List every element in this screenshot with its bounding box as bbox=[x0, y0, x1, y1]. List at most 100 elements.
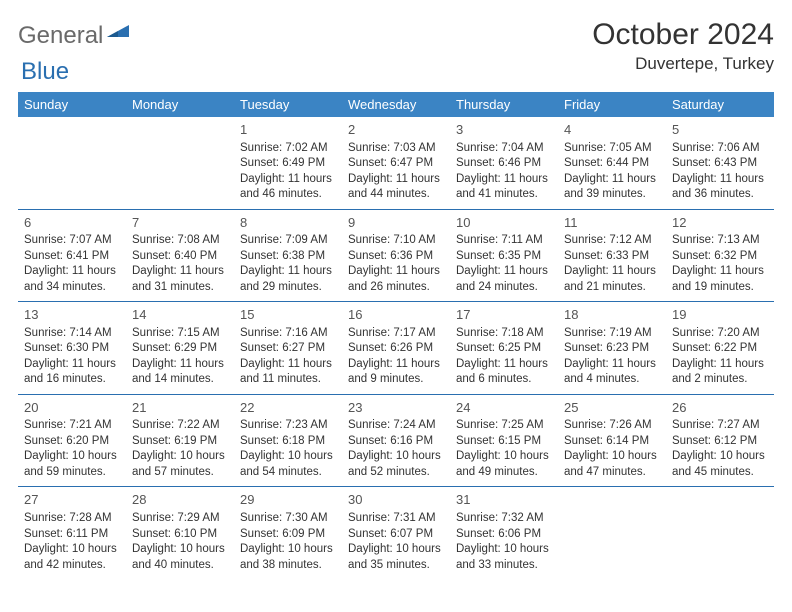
sunset-line: Sunset: 6:36 PM bbox=[348, 249, 444, 265]
daylight-line: Daylight: 10 hours and 35 minutes. bbox=[348, 542, 444, 573]
calendar-body: 1Sunrise: 7:02 AMSunset: 6:49 PMDaylight… bbox=[18, 117, 774, 579]
day-number: 16 bbox=[348, 306, 444, 324]
daylight-line: Daylight: 11 hours and 9 minutes. bbox=[348, 357, 444, 388]
day-number: 27 bbox=[24, 491, 120, 509]
day-number: 9 bbox=[348, 214, 444, 232]
day-number: 19 bbox=[672, 306, 768, 324]
calendar-cell-empty bbox=[558, 487, 666, 579]
sunrise-line: Sunrise: 7:10 AM bbox=[348, 233, 444, 249]
daylight-line: Daylight: 10 hours and 57 minutes. bbox=[132, 449, 228, 480]
sunset-line: Sunset: 6:26 PM bbox=[348, 341, 444, 357]
calendar-cell: 15 Sunrise: 7:16 AMSunset: 6:27 PMDayligh… bbox=[234, 302, 342, 395]
logo: General bbox=[18, 22, 131, 50]
daylight-line: Daylight: 11 hours and 39 minutes. bbox=[564, 172, 660, 203]
calendar-cell: 11Sunrise: 7:12 AMSunset: 6:33 PMDayligh… bbox=[558, 209, 666, 302]
sunset-line: Sunset: 6:18 PM bbox=[240, 434, 336, 450]
daylight-line: Daylight: 11 hours and 36 minutes. bbox=[672, 172, 768, 203]
calendar-table: SundayMondayTuesdayWednesdayThursdayFrid… bbox=[18, 92, 774, 579]
location: Duvertepe, Turkey bbox=[592, 54, 774, 74]
calendar-cell: 10Sunrise: 7:11 AMSunset: 6:35 PMDayligh… bbox=[450, 209, 558, 302]
sunset-line: Sunset: 6:40 PM bbox=[132, 249, 228, 265]
day-number: 31 bbox=[456, 491, 552, 509]
day-number: 15 bbox=[240, 306, 336, 324]
daylight-line: Daylight: 10 hours and 42 minutes. bbox=[24, 542, 120, 573]
calendar-cell: 19Sunrise: 7:20 AMSunset: 6:22 PMDayligh… bbox=[666, 302, 774, 395]
weekday-header: Thursday bbox=[450, 92, 558, 117]
daylight-line: Daylight: 11 hours and 16 minutes. bbox=[24, 357, 120, 388]
sunrise-line: Sunrise: 7:05 AM bbox=[564, 141, 660, 157]
calendar-cell: 1Sunrise: 7:02 AMSunset: 6:49 PMDaylight… bbox=[234, 117, 342, 209]
day-number: 21 bbox=[132, 399, 228, 417]
sunrise-line: Sunrise: 7:08 AM bbox=[132, 233, 228, 249]
day-number: 10 bbox=[456, 214, 552, 232]
day-number: 29 bbox=[240, 491, 336, 509]
sunrise-line: Sunrise: 7:18 AM bbox=[456, 326, 552, 342]
day-number: 28 bbox=[132, 491, 228, 509]
day-number: 23 bbox=[348, 399, 444, 417]
sunrise-line: Sunrise: 7:23 AM bbox=[240, 418, 336, 434]
sunrise-line: Sunrise: 7:21 AM bbox=[24, 418, 120, 434]
sunrise-line: Sunrise: 7:32 AM bbox=[456, 511, 552, 527]
sunset-line: Sunset: 6:16 PM bbox=[348, 434, 444, 450]
daylight-line: Daylight: 10 hours and 59 minutes. bbox=[24, 449, 120, 480]
day-number: 11 bbox=[564, 214, 660, 232]
day-number: 3 bbox=[456, 121, 552, 139]
sunset-line: Sunset: 6:23 PM bbox=[564, 341, 660, 357]
day-number: 13 bbox=[24, 306, 120, 324]
calendar-cell: 2Sunrise: 7:03 AMSunset: 6:47 PMDaylight… bbox=[342, 117, 450, 209]
calendar-cell-empty bbox=[18, 117, 126, 209]
sunrise-line: Sunrise: 7:20 AM bbox=[672, 326, 768, 342]
sunset-line: Sunset: 6:07 PM bbox=[348, 527, 444, 543]
sunrise-line: Sunrise: 7:24 AM bbox=[348, 418, 444, 434]
sunrise-line: Sunrise: 7:22 AM bbox=[132, 418, 228, 434]
logo-text-blue: Blue bbox=[21, 58, 69, 85]
calendar-cell: 28Sunrise: 7:29 AMSunset: 6:10 PMDayligh… bbox=[126, 487, 234, 579]
sunset-line: Sunset: 6:27 PM bbox=[240, 341, 336, 357]
daylight-line: Daylight: 11 hours and 11 minutes. bbox=[240, 357, 336, 388]
sunset-line: Sunset: 6:10 PM bbox=[132, 527, 228, 543]
sunrise-line: Sunrise: 7:29 AM bbox=[132, 511, 228, 527]
daylight-line: Daylight: 10 hours and 33 minutes. bbox=[456, 542, 552, 573]
weekday-header: Sunday bbox=[18, 92, 126, 117]
logo-icon bbox=[107, 23, 129, 44]
daylight-line: Daylight: 10 hours and 49 minutes. bbox=[456, 449, 552, 480]
day-number: 24 bbox=[456, 399, 552, 417]
calendar-cell: 22Sunrise: 7:23 AMSunset: 6:18 PMDayligh… bbox=[234, 394, 342, 487]
calendar-cell: 8Sunrise: 7:09 AMSunset: 6:38 PMDaylight… bbox=[234, 209, 342, 302]
sunrise-line: Sunrise: 7:11 AM bbox=[456, 233, 552, 249]
daylight-line: Daylight: 11 hours and 2 minutes. bbox=[672, 357, 768, 388]
sunrise-line: Sunrise: 7:16 AM bbox=[240, 326, 336, 342]
daylight-line: Daylight: 10 hours and 52 minutes. bbox=[348, 449, 444, 480]
sunrise-line: Sunrise: 7:02 AM bbox=[240, 141, 336, 157]
sunset-line: Sunset: 6:19 PM bbox=[132, 434, 228, 450]
daylight-line: Daylight: 11 hours and 14 minutes. bbox=[132, 357, 228, 388]
daylight-line: Daylight: 11 hours and 41 minutes. bbox=[456, 172, 552, 203]
calendar-header-row: SundayMondayTuesdayWednesdayThursdayFrid… bbox=[18, 92, 774, 117]
calendar-cell: 30Sunrise: 7:31 AMSunset: 6:07 PMDayligh… bbox=[342, 487, 450, 579]
daylight-line: Daylight: 11 hours and 26 minutes. bbox=[348, 264, 444, 295]
logo-text-general: General bbox=[18, 22, 103, 50]
sunset-line: Sunset: 6:44 PM bbox=[564, 156, 660, 172]
sunset-line: Sunset: 6:30 PM bbox=[24, 341, 120, 357]
calendar-cell: 14Sunrise: 7:15 AMSunset: 6:29 PMDayligh… bbox=[126, 302, 234, 395]
day-number: 6 bbox=[24, 214, 120, 232]
sunrise-line: Sunrise: 7:14 AM bbox=[24, 326, 120, 342]
day-number: 26 bbox=[672, 399, 768, 417]
day-number: 8 bbox=[240, 214, 336, 232]
daylight-line: Daylight: 10 hours and 45 minutes. bbox=[672, 449, 768, 480]
day-number: 4 bbox=[564, 121, 660, 139]
calendar-cell-empty bbox=[126, 117, 234, 209]
sunset-line: Sunset: 6:47 PM bbox=[348, 156, 444, 172]
weekday-header: Tuesday bbox=[234, 92, 342, 117]
sunrise-line: Sunrise: 7:30 AM bbox=[240, 511, 336, 527]
calendar-cell: 27Sunrise: 7:28 AMSunset: 6:11 PMDayligh… bbox=[18, 487, 126, 579]
daylight-line: Daylight: 10 hours and 54 minutes. bbox=[240, 449, 336, 480]
sunset-line: Sunset: 6:09 PM bbox=[240, 527, 336, 543]
daylight-line: Daylight: 11 hours and 21 minutes. bbox=[564, 264, 660, 295]
sunrise-line: Sunrise: 7:31 AM bbox=[348, 511, 444, 527]
day-number: 22 bbox=[240, 399, 336, 417]
sunrise-line: Sunrise: 7:17 AM bbox=[348, 326, 444, 342]
sunrise-line: Sunrise: 7:27 AM bbox=[672, 418, 768, 434]
daylight-line: Daylight: 11 hours and 29 minutes. bbox=[240, 264, 336, 295]
day-number: 5 bbox=[672, 121, 768, 139]
